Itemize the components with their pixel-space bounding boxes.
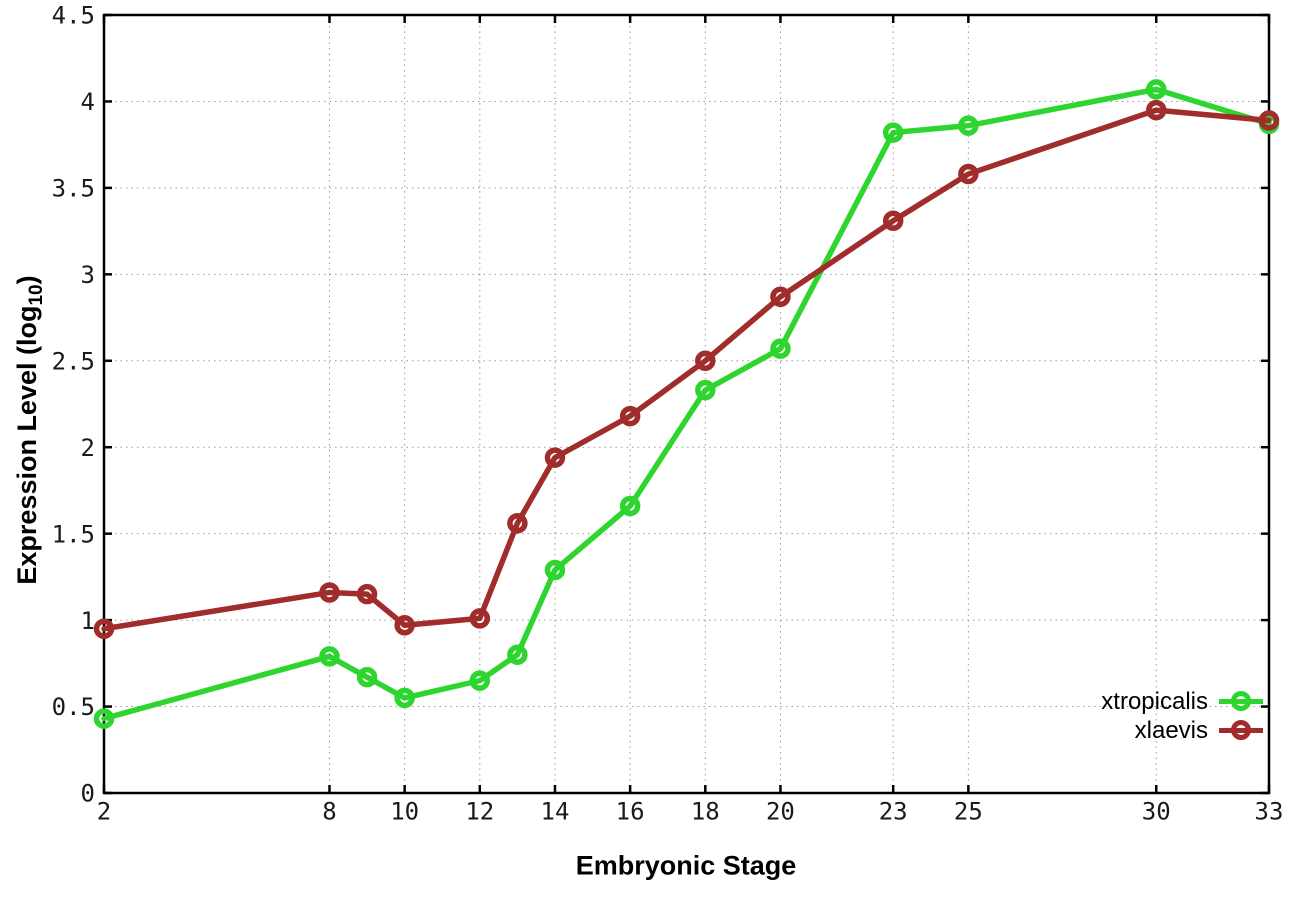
data-point-xtropicalis-stage-23 — [882, 122, 904, 143]
x-axis-title: Embryonic Stage — [575, 850, 797, 881]
y-tick-label: 3 — [81, 261, 95, 289]
series-line-xtropicalis — [101, 86, 1272, 722]
y-tick-label: 4.5 — [52, 2, 95, 30]
data-point-xtropicalis-stage-30 — [1146, 79, 1167, 100]
data-point-xlaevis-stage-8 — [319, 582, 340, 603]
data-point-xtropicalis-stage-13 — [507, 644, 528, 665]
legend-label-xtropicalis: xtropicalis — [1101, 687, 1208, 715]
y-tick-label: 3.5 — [52, 175, 95, 203]
data-point-xtropicalis-stage-10 — [394, 687, 415, 709]
x-tick-label: 8 — [322, 798, 336, 826]
y-tick-label: 0 — [81, 780, 95, 808]
data-point-xtropicalis-stage-8 — [319, 646, 340, 667]
y-tick-label: 4 — [81, 88, 95, 116]
x-tick-label: 12 — [465, 798, 494, 826]
data-point-xlaevis-stage-9 — [356, 583, 378, 605]
data-point-xtropicalis-stage-12 — [469, 670, 491, 691]
data-point-xlaevis-stage-10 — [394, 615, 415, 636]
legend-marker-xtropicalis — [1219, 687, 1263, 716]
data-point-xlaevis-stage-18 — [695, 350, 716, 372]
data-point-xtropicalis-stage-14 — [544, 559, 566, 581]
y-tick-label: 0.5 — [52, 693, 95, 721]
data-point-xtropicalis-stage-25 — [958, 115, 979, 136]
data-point-xtropicalis-stage-9 — [356, 666, 378, 688]
x-tick-label: 25 — [954, 798, 983, 826]
y-tick-label: 1.5 — [52, 520, 95, 548]
x-tick-label: 23 — [879, 798, 908, 826]
data-point-xlaevis-stage-23 — [882, 210, 904, 231]
data-point-xtropicalis-stage-20 — [770, 338, 791, 359]
x-tick-label: 10 — [390, 798, 419, 826]
y-axis-title: Expression Level (log10) — [12, 275, 48, 584]
x-tick-label: 30 — [1142, 798, 1171, 826]
x-tick-label: 33 — [1255, 798, 1284, 826]
legend-ring-icon — [1231, 691, 1251, 711]
data-point-xlaevis-stage-13 — [507, 513, 528, 534]
x-tick-label: 14 — [541, 798, 570, 826]
legend-label-xlaevis: xlaevis — [1134, 716, 1208, 744]
data-point-xtropicalis-stage-18 — [695, 379, 716, 401]
y-axis-title-main: Expression Level (log — [12, 305, 42, 585]
data-point-xlaevis-stage-20 — [770, 286, 791, 308]
data-point-xlaevis-stage-2 — [93, 618, 115, 640]
data-point-xlaevis-stage-33 — [1258, 110, 1280, 131]
data-point-xlaevis-stage-14 — [544, 447, 566, 468]
legend-marker-xlaevis — [1219, 716, 1263, 745]
y-tick-label: 2 — [81, 434, 95, 462]
plot-border — [102, 13, 1271, 795]
x-tick-label: 2 — [97, 798, 111, 826]
legend-ring-icon — [1231, 720, 1251, 740]
legend-entry-xlaevis: xlaevis — [1101, 716, 1263, 745]
data-point-xtropicalis-stage-2 — [93, 708, 115, 729]
y-axis-title-close: ) — [12, 275, 42, 285]
data-point-xlaevis-stage-30 — [1146, 99, 1167, 121]
y-tick-label: 1 — [81, 607, 95, 635]
x-tick-label: 20 — [766, 798, 795, 826]
data-point-xlaevis-stage-25 — [958, 163, 979, 185]
data-point-xlaevis-stage-16 — [619, 405, 641, 427]
y-tick-label: 2.5 — [52, 347, 95, 375]
y-axis-title-subscript: 10 — [26, 284, 47, 306]
data-point-xlaevis-stage-12 — [469, 608, 491, 629]
data-point-xtropicalis-stage-16 — [619, 495, 641, 517]
x-tick-label: 18 — [691, 798, 720, 826]
legend-entry-xtropicalis: xtropicalis — [1101, 687, 1263, 716]
legend: xtropicalis xlaevis — [1101, 687, 1263, 745]
x-tick-label: 16 — [616, 798, 645, 826]
